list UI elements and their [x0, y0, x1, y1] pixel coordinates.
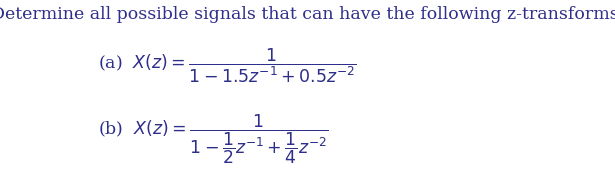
Text: Determine all possible signals that can have the following z-transforms.: Determine all possible signals that can … [0, 6, 615, 23]
Text: (b)  $X(z) = \dfrac{1}{1 - \dfrac{1}{2}z^{-1} + \dfrac{1}{4}z^{-2}}$: (b) $X(z) = \dfrac{1}{1 - \dfrac{1}{2}z^… [98, 113, 328, 166]
Text: (a)  $X(z) = \dfrac{1}{1 - 1.5z^{-1} + 0.5z^{-2}}$: (a) $X(z) = \dfrac{1}{1 - 1.5z^{-1} + 0.… [98, 46, 357, 85]
